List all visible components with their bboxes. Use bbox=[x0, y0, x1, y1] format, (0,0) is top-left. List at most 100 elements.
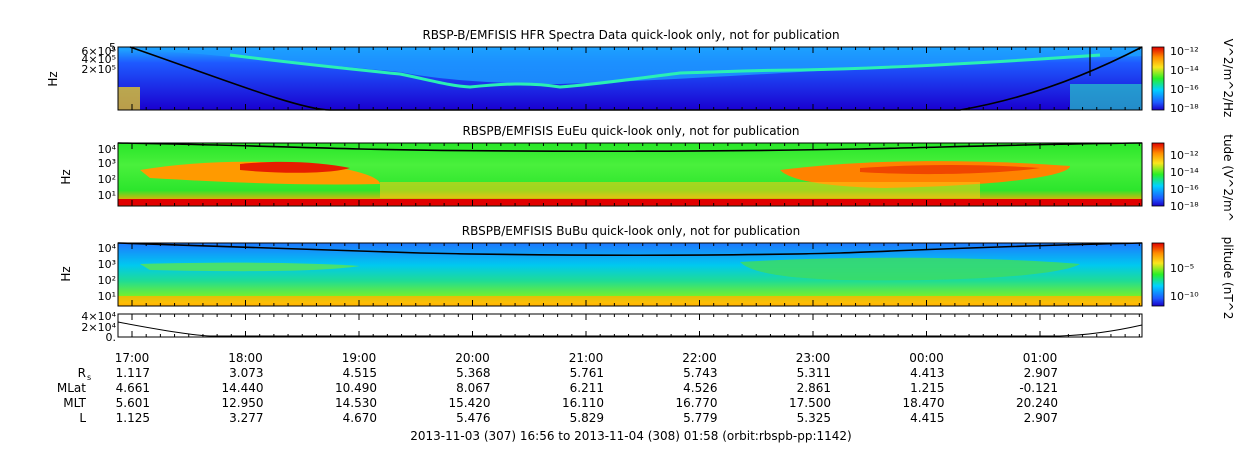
ephemeris-value: 14.440 bbox=[222, 381, 264, 395]
time-label: 00:00 bbox=[909, 351, 944, 365]
time-tick-marks bbox=[131, 47, 1140, 337]
ephemeris-row-label: MLat bbox=[57, 381, 86, 395]
colorbar1-tick: 10⁻¹⁴ bbox=[1170, 64, 1199, 77]
ephemeris-value: 4.515 bbox=[343, 366, 377, 380]
footer-time-range: 2013-11-03 (307) 16:56 to 2013-11-04 (30… bbox=[410, 429, 851, 443]
panel3-bottom-band bbox=[118, 296, 1142, 306]
panel1-ytick-label: 6×10⁵ bbox=[81, 45, 116, 58]
time-label: 01:00 bbox=[1023, 351, 1058, 365]
ephemeris-value: 12.950 bbox=[222, 396, 264, 410]
ephemeris-value: 5.743 bbox=[683, 366, 717, 380]
time-label: 22:00 bbox=[682, 351, 717, 365]
ephemeris-value: 6.211 bbox=[570, 381, 604, 395]
panel2-frame bbox=[117, 142, 1143, 207]
ephemeris-value: 1.125 bbox=[116, 411, 150, 425]
colorbar1-label: V^2/m^2/Hz bbox=[1221, 39, 1235, 118]
ephemeris-value: 4.415 bbox=[910, 411, 944, 425]
panel1-plasma-line bbox=[229, 53, 1101, 89]
colorbar3-tick: 10⁻¹⁰ bbox=[1170, 290, 1199, 303]
ephemeris-value: 2.907 bbox=[1024, 366, 1058, 380]
panel3-ylabel: Hz bbox=[59, 266, 73, 281]
colorbar1-tick: 10⁻¹² bbox=[1170, 45, 1199, 58]
ephemeris-value: 16.110 bbox=[562, 396, 604, 410]
time-label: 19:00 bbox=[342, 351, 377, 365]
panel3-spectrogram bbox=[117, 242, 1143, 306]
ephemeris-value: 4.661 bbox=[116, 381, 150, 395]
panel1-ytick-label: 4×10⁵ bbox=[81, 53, 116, 66]
time-axis: 17:00 18:00 19:00 20:00 21:00 22:00 23:00 00:00… bbox=[115, 351, 1058, 365]
panel3-chorus-left bbox=[140, 262, 360, 272]
panel1-colorbar: 10⁻¹² 10⁻¹⁴ 10⁻¹⁶ 10⁻¹⁸ V^2/m^2/Hz bbox=[1151, 39, 1235, 118]
ephemeris-value: 18.470 bbox=[903, 396, 945, 410]
panel4-line bbox=[117, 321, 1143, 337]
panel3-ytick-label: 10² bbox=[98, 274, 116, 287]
ephemeris-value: 15.420 bbox=[449, 396, 491, 410]
colorbar2-tick: 10⁻¹⁴ bbox=[1170, 166, 1199, 179]
panel3-ytick-label: 10¹ bbox=[98, 290, 116, 303]
panel2-spectrogram bbox=[117, 142, 1143, 206]
colorbar1-tick: 10⁻¹⁸ bbox=[1170, 102, 1199, 115]
colorbar2-tick: 10⁻¹⁸ bbox=[1170, 200, 1199, 213]
panel3-ytick-label: 10³ bbox=[98, 258, 116, 271]
panel4-plot bbox=[117, 321, 1143, 337]
panel2-bottom-band bbox=[118, 199, 1142, 205]
colorbar1-tick: 10⁻¹⁶ bbox=[1170, 83, 1199, 96]
panel1-right-burst bbox=[1070, 84, 1142, 110]
ephemeris-value: 1.117 bbox=[116, 366, 150, 380]
panel2-chorus-right-core bbox=[860, 165, 1040, 175]
ephemeris-value: 3.073 bbox=[229, 366, 263, 380]
panel1-ylabel: Hz bbox=[46, 71, 60, 86]
panel1-frame bbox=[117, 46, 1143, 111]
panel3-chorus-right bbox=[740, 257, 1080, 281]
ephemeris-value: 5.601 bbox=[116, 396, 150, 410]
panel2-yaxis: 10⁴ 10³ 10² 10¹ Hz bbox=[59, 143, 117, 202]
colorbar2-tick: 10⁻¹² bbox=[1170, 149, 1199, 162]
ephemeris-value: 4.413 bbox=[910, 366, 944, 380]
time-label: 20:00 bbox=[455, 351, 490, 365]
ephemeris-value: 5.761 bbox=[570, 366, 604, 380]
panel1-upper-band bbox=[118, 47, 1142, 84]
panel1-yaxis: 5 6×10⁵ 4×10⁵ 2×10⁵ Hz bbox=[46, 41, 116, 87]
ephemeris-row-subscript: s bbox=[87, 373, 91, 382]
colorbar3-tick: 10⁻⁵ bbox=[1170, 262, 1194, 275]
panel2-ytick-label: 10² bbox=[98, 173, 116, 186]
panel3-title: RBSPB/EMFISIS BuBu quick-look only, not … bbox=[462, 224, 800, 238]
panel1-title: RBSP-B/EMFISIS HFR Spectra Data quick-lo… bbox=[422, 28, 839, 42]
ephemeris-row-label: L bbox=[79, 411, 86, 425]
panel3-frame bbox=[117, 242, 1143, 307]
ephemeris-value: 5.476 bbox=[456, 411, 490, 425]
panel2-ytick-label: 10⁴ bbox=[98, 143, 117, 156]
ephemeris-value: 20.240 bbox=[1016, 396, 1058, 410]
panel1-ytick-label: 2×10⁵ bbox=[81, 63, 116, 76]
ephemeris-value: 5.311 bbox=[797, 366, 831, 380]
colorbar2-tick: 10⁻¹⁶ bbox=[1170, 183, 1199, 196]
colorbar3-label: plitude (nT^2 bbox=[1221, 237, 1235, 320]
ephemeris-value: 10.490 bbox=[335, 381, 377, 395]
panel2-ytick-label: 10³ bbox=[98, 157, 116, 170]
ephemeris-value: 4.670 bbox=[343, 411, 377, 425]
panel3-ytick-label: 10⁴ bbox=[98, 242, 117, 255]
ephemeris-value: 2.907 bbox=[1024, 411, 1058, 425]
ephemeris-value: 5.368 bbox=[456, 366, 490, 380]
time-label: 17:00 bbox=[115, 351, 150, 365]
ephemeris-value: 5.829 bbox=[570, 411, 604, 425]
panel4-ytick-label: 0. bbox=[106, 331, 117, 344]
ephemeris-value: 5.325 bbox=[797, 411, 831, 425]
panel2-ylabel: Hz bbox=[59, 169, 73, 184]
panel3-colorbar: 10⁻⁵ 10⁻¹⁰ plitude (nT^2 bbox=[1151, 237, 1235, 320]
panel2-ytick-label: 10¹ bbox=[98, 189, 116, 202]
panel1-spectrogram bbox=[118, 46, 1143, 111]
ephemeris-value: 8.067 bbox=[456, 381, 490, 395]
ephemeris-value: -0.121 bbox=[1019, 381, 1058, 395]
panel2-chorus-core bbox=[240, 161, 350, 173]
ephemeris-value: 5.779 bbox=[683, 411, 717, 425]
time-label: 21:00 bbox=[569, 351, 604, 365]
ephemeris-value: 4.526 bbox=[683, 381, 717, 395]
panel2-low-freq-bursts bbox=[380, 182, 980, 198]
time-label: 23:00 bbox=[796, 351, 831, 365]
ephemeris-value: 14.530 bbox=[335, 396, 377, 410]
time-label: 18:00 bbox=[228, 351, 263, 365]
panel4-frame bbox=[117, 313, 1143, 338]
